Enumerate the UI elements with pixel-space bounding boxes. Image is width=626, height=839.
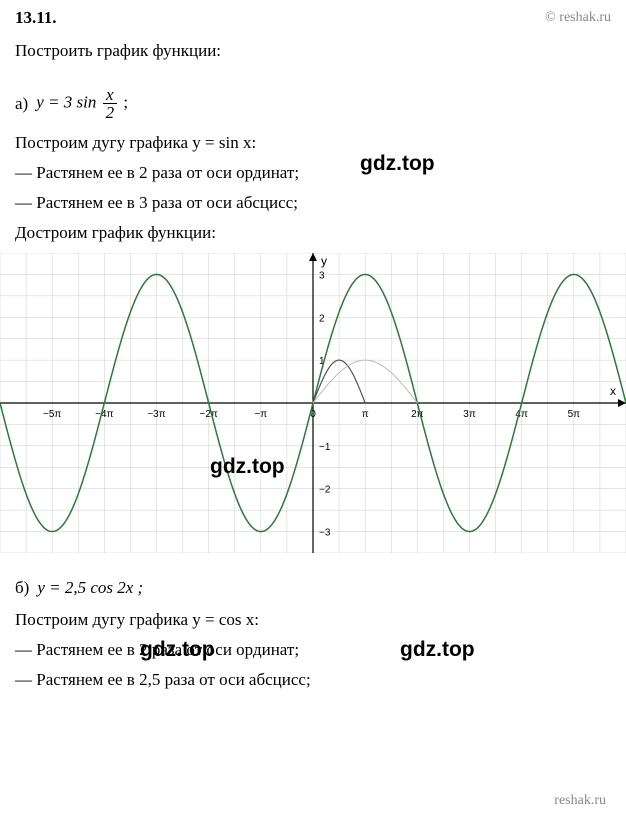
chart-container: −5π−4π−3π−2π−π0π2π3π4π5π−3−2−1123xy — [0, 253, 626, 553]
formula-a-suffix: ; — [123, 92, 128, 111]
svg-text:5π: 5π — [568, 409, 581, 420]
section-b-line2: — Растянем ее в 2 раза от оси ординат; — [15, 640, 611, 660]
copyright-top: © reshak.ru — [545, 10, 611, 26]
svg-text:y: y — [321, 254, 327, 268]
svg-text:−π: −π — [254, 409, 267, 420]
svg-text:−2π: −2π — [200, 409, 218, 420]
section-a-line1: Построим дугу графика y = sin x: — [15, 133, 611, 153]
svg-text:2: 2 — [319, 313, 325, 324]
section-a-label: а) — [15, 94, 28, 114]
formula-a-prefix: y = 3 sin — [36, 92, 96, 111]
svg-text:−2: −2 — [319, 485, 331, 496]
instruction: Построить график функции: — [15, 41, 611, 61]
section-a-line3: — Растянем ее в 3 раза от оси абсцисс; — [15, 193, 611, 213]
svg-text:−1: −1 — [319, 442, 331, 453]
copyright-bottom: reshak.ru — [554, 793, 606, 809]
chart: −5π−4π−3π−2π−π0π2π3π4π5π−3−2−1123xy — [0, 253, 626, 553]
formula-b: y = 2,5 cos 2x ; — [37, 578, 143, 598]
formula-a-num: x — [103, 86, 117, 104]
svg-text:−3: −3 — [319, 528, 331, 539]
svg-text:−3π: −3π — [147, 409, 165, 420]
svg-text:−5π: −5π — [43, 409, 61, 420]
section-a-line4: Достроим график функции: — [15, 223, 611, 243]
section-b-formula: б) y = 2,5 cos 2x ; — [15, 578, 611, 598]
svg-text:−4π: −4π — [95, 409, 113, 420]
section-a-line2: — Растянем ее в 2 раза от оси ординат; — [15, 163, 611, 183]
svg-text:3π: 3π — [463, 409, 476, 420]
section-b-line3: — Растянем ее в 2,5 раза от оси абсцисс; — [15, 670, 611, 690]
svg-text:π: π — [362, 409, 369, 420]
section-a-formula: а) y = 3 sin x 2 ; — [15, 86, 611, 121]
section-b-label: б) — [15, 578, 29, 598]
problem-number: 13.11. — [15, 8, 57, 28]
svg-text:x: x — [610, 384, 616, 398]
formula-a-den: 2 — [103, 104, 118, 121]
section-b-line1: Построим дугу графика y = cos x: — [15, 610, 611, 630]
svg-text:3: 3 — [319, 270, 325, 281]
